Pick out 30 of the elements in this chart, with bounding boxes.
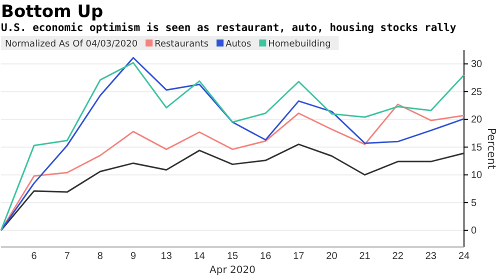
x-tick-label: 16 bbox=[260, 251, 272, 262]
y-tick-label: 5 bbox=[471, 198, 477, 209]
x-tick-label: 17 bbox=[293, 251, 305, 262]
x-tick-label: 13 bbox=[160, 251, 172, 262]
line-series bbox=[0, 144, 465, 232]
y-tick-label: 0 bbox=[471, 226, 477, 237]
x-tick-label: 22 bbox=[392, 251, 404, 262]
x-tick-label: 6 bbox=[31, 251, 38, 262]
y-tick-label: 15 bbox=[471, 142, 483, 154]
x-axis-title: Apr 2020 bbox=[210, 265, 256, 276]
x-tick-label: 7 bbox=[64, 251, 70, 262]
x-tick-label: 21 bbox=[359, 251, 371, 262]
legend-label: Restaurants bbox=[154, 40, 209, 50]
legend-label: Homebuilding bbox=[268, 40, 331, 50]
y-tick-label: 25 bbox=[471, 86, 483, 98]
x-tick-label: 9 bbox=[130, 251, 137, 262]
y-tick-label: 30 bbox=[471, 59, 483, 70]
x-tick-label: 23 bbox=[425, 251, 437, 262]
x-tick-label: 8 bbox=[97, 251, 104, 262]
y-tick-label: 20 bbox=[471, 114, 483, 126]
x-tick-label: 20 bbox=[326, 251, 338, 262]
legend-title: Normalized As Of 04/03/2020 bbox=[5, 40, 138, 50]
x-tick-label: 15 bbox=[226, 251, 238, 262]
x-tick-label: 24 bbox=[458, 251, 470, 262]
y-axis-title: Percent bbox=[485, 128, 496, 170]
legend-label: Autos bbox=[226, 40, 252, 50]
x-tick-label: 14 bbox=[194, 251, 206, 262]
y-tick-label: 10 bbox=[471, 170, 483, 182]
chart-subtitle: U.S. economic optimism is seen as restaurant, auto, housing stocks rally bbox=[1, 22, 457, 34]
chart-title: Bottom Up bbox=[1, 2, 104, 22]
